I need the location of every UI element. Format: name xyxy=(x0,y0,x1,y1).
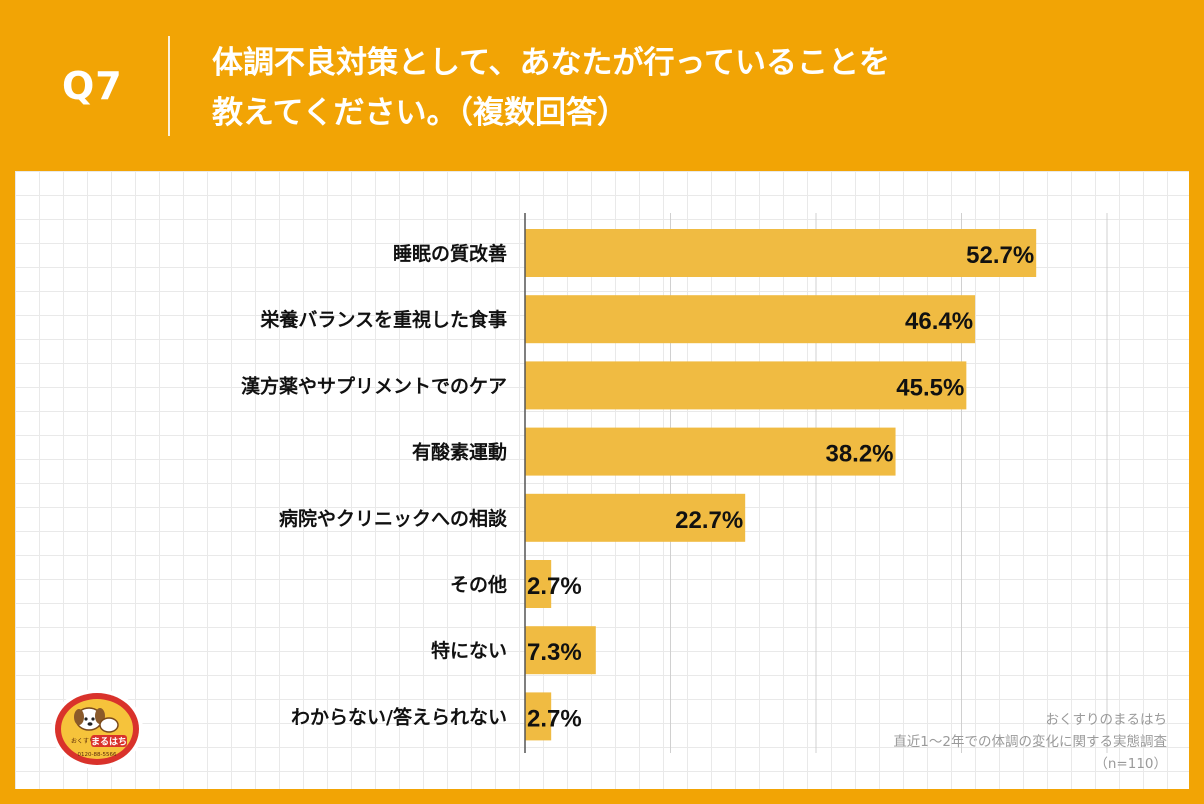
marukachi-logo: おくすりの まるはち 0120-88-5566 xyxy=(51,689,143,769)
category-label-3: 有酸素運動 xyxy=(412,441,507,464)
category-label-5: その他 xyxy=(450,573,507,596)
source-line3: （n=110） xyxy=(1094,756,1167,772)
category-label-2: 漢方薬やサプリメントでのケア xyxy=(241,374,507,397)
header: Q7 体調不良対策として、あなたが行っていることを 教えてください。（複数回答） xyxy=(0,0,1204,170)
category-label-1: 栄養バランスを重視した食事 xyxy=(259,308,507,331)
bar-0 xyxy=(525,229,1037,277)
value-label-5: 2.7% xyxy=(527,573,582,600)
question-title: 体調不良対策として、あなたが行っていることを 教えてください。（複数回答） xyxy=(212,38,1112,138)
category-label-0: 睡眠の質改善 xyxy=(393,242,507,265)
value-label-2: 45.5% xyxy=(896,374,964,401)
value-label-3: 38.2% xyxy=(825,441,893,468)
bar-7 xyxy=(525,692,552,741)
bar-3 xyxy=(525,427,896,476)
source-line1: おくすりのまるはち xyxy=(1045,712,1168,728)
category-label-7: わからない/答えられない xyxy=(291,705,507,728)
bar-1 xyxy=(525,295,976,344)
bar-2 xyxy=(525,361,967,410)
question-title-line2: 教えてください。（複数回答） xyxy=(212,95,629,131)
question-number: Q7 xyxy=(62,64,123,108)
logo-phone-text: 0120-88-5566 xyxy=(78,752,117,758)
bar-6 xyxy=(525,626,596,675)
logo-small-text: おくすりの xyxy=(71,738,101,745)
value-label-4: 22.7% xyxy=(675,507,743,534)
dog-mascot-icon xyxy=(74,707,119,733)
category-label-4: 病院やクリニックへの相談 xyxy=(279,507,508,530)
chart-panel: 52.7% 睡眠の質改善 46.4% 栄養バランスを重視した食事 45.5% 漢方薬やサプ… xyxy=(15,171,1189,789)
bar-5 xyxy=(525,560,552,608)
value-label-6: 7.3% xyxy=(527,639,582,666)
header-divider xyxy=(168,36,170,136)
logo-name-plate xyxy=(91,735,127,747)
value-label-7: 2.7% xyxy=(527,705,582,732)
category-label-6: 特にない xyxy=(431,640,507,662)
bar-4 xyxy=(525,493,746,542)
value-label-1: 46.4% xyxy=(905,308,973,335)
question-title-line1: 体調不良対策として、あなたが行っていることを xyxy=(212,45,890,81)
source-line2: 直近1〜2年での体調の変化に関する実態調査 xyxy=(893,734,1167,750)
logo-yellow-field xyxy=(61,699,133,759)
logo-main-text: まるはち xyxy=(91,737,127,748)
source-note: おくすりのまるはち 直近1〜2年での体調の変化に関する実態調査 （n=110） xyxy=(893,709,1167,775)
bar-chart: 52.7% 睡眠の質改善 46.4% 栄養バランスを重視した食事 45.5% 漢方薬やサプ… xyxy=(241,213,1108,753)
value-label-0: 52.7% xyxy=(966,242,1034,269)
